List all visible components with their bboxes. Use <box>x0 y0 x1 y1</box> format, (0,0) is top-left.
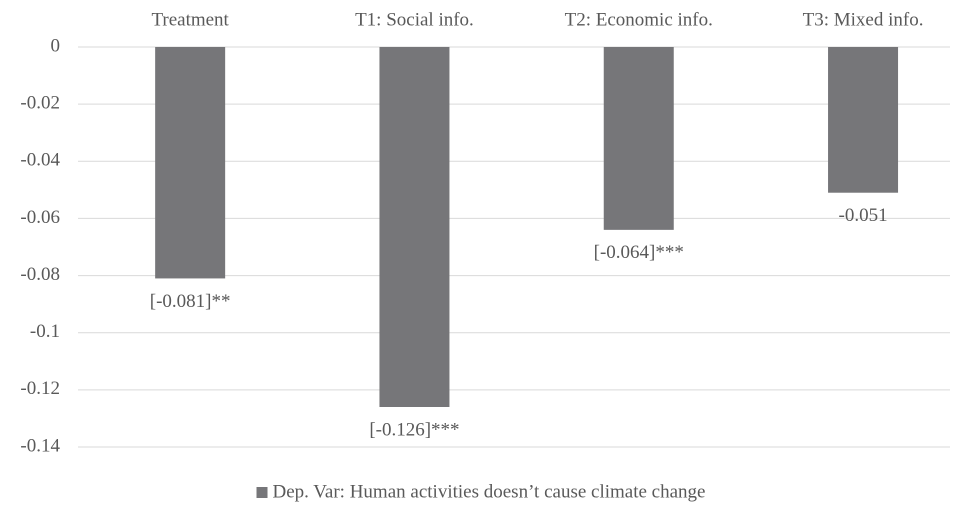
bar <box>155 47 226 279</box>
value-label: -0.051 <box>839 205 888 226</box>
y-tick-label: -0.06 <box>20 207 60 228</box>
y-tick-label: -0.1 <box>30 321 60 342</box>
bar <box>828 47 899 193</box>
y-tick-label: -0.08 <box>20 264 60 285</box>
y-tick-label: -0.14 <box>20 435 60 456</box>
y-tick-label: -0.04 <box>20 150 60 171</box>
x-tick-label: Treatment <box>151 9 229 30</box>
value-label: [-0.064]*** <box>594 242 684 263</box>
legend-swatch <box>256 487 268 498</box>
bar <box>379 47 450 407</box>
x-tick-label: T3: Mixed info. <box>803 9 924 30</box>
y-tick-label: -0.02 <box>20 93 60 114</box>
x-tick-label: T2: Economic info. <box>565 9 713 30</box>
y-tick-label: -0.12 <box>20 378 60 399</box>
bar <box>603 47 674 230</box>
x-tick-label: T1: Social info. <box>355 9 474 30</box>
value-label: [-0.081]** <box>150 291 231 312</box>
value-label: [-0.126]*** <box>369 419 459 440</box>
legend-label: Dep. Var: Human activities doesn’t cause… <box>273 481 706 502</box>
y-tick-label: 0 <box>51 35 61 56</box>
